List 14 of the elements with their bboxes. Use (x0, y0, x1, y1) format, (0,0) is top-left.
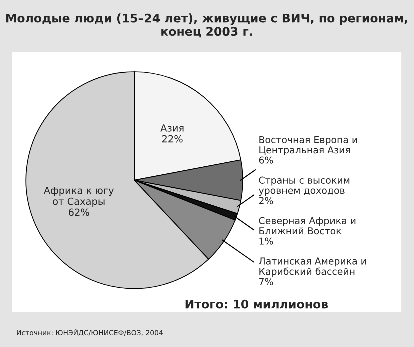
chart-title: Молодые люди (15–24 лет), живущие с ВИЧ, по регионам, конец 2003 г. (6, 14, 408, 38)
data-label: 62% (68, 208, 90, 216)
data-label: 1% (260, 238, 274, 245)
data-label: 22% (162, 135, 183, 143)
slice-label: Северная Африка и Ближний Восток (259, 217, 356, 235)
data-label: 7% (260, 278, 274, 286)
data-label: 6% (259, 156, 274, 164)
slice-label: Африка к югу от Сахары (44, 187, 114, 208)
text: Итого: 10 миллионов (186, 300, 328, 309)
slice-label: Азия (160, 124, 184, 132)
data-label: 2% (259, 197, 274, 204)
slice-label: Страны с высоким уровнем доходов (259, 176, 350, 196)
slice-label: Латинская Америка и Карибский бассейн (259, 258, 366, 278)
slice-label: Восточная Европа и Центральная Азия (260, 136, 358, 156)
